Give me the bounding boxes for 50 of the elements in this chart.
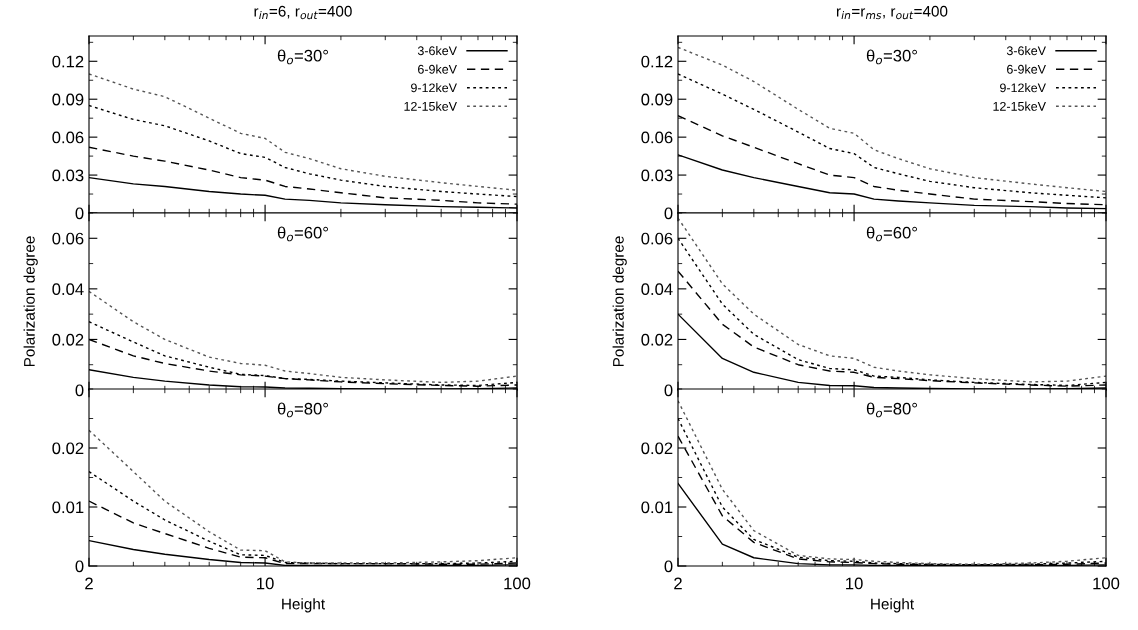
y-axis-title: Polarization degree xyxy=(612,236,627,367)
y-tick-label: 0.02 xyxy=(52,442,84,455)
y-tick-label: 0 xyxy=(664,384,673,397)
legend-label: 3-6keV xyxy=(1006,46,1046,56)
x-tick-label: 2 xyxy=(85,577,93,590)
y-tick-label: 0 xyxy=(664,560,673,573)
x-tick-label: 100 xyxy=(504,577,531,590)
annotation: θ$_{o}$=30° xyxy=(866,49,917,65)
legend-label: 6-9keV xyxy=(1007,64,1046,74)
y-tick-label: 0 xyxy=(75,384,84,397)
y-tick-label: 0.02 xyxy=(641,333,673,346)
annotation: θ$_{o}$=80° xyxy=(277,402,328,418)
y-tick-label: 0.09 xyxy=(52,93,84,106)
x-tick-label: 10 xyxy=(257,577,274,590)
y-tick-label: 0.03 xyxy=(641,169,673,182)
y-tick-label: 0.06 xyxy=(641,232,673,245)
legend-label: 6-9keV xyxy=(418,64,457,74)
annotation: θ$_{o}$=60° xyxy=(277,226,328,242)
y-tick-label: 0.06 xyxy=(52,232,84,245)
y-tick-label: 0.04 xyxy=(641,283,673,296)
x-tick-label: 2 xyxy=(674,577,682,590)
y-tick-label: 0.03 xyxy=(52,169,84,182)
y-tick-label: 0.01 xyxy=(52,501,84,514)
annotation: θ$_{o}$=30° xyxy=(277,49,328,65)
legend-label: 3-6keV xyxy=(417,46,457,56)
legend-label: 9-12keV xyxy=(411,83,457,93)
y-axis-title: Polarization degree xyxy=(23,236,38,367)
chart-title: r$_{in}$=6, r$_{out}$=400 xyxy=(254,5,352,20)
y-tick-label: 0 xyxy=(664,207,673,220)
y-tick-label: 0.09 xyxy=(641,93,673,106)
chart-title: r$_{in}$=r$_{ms}$, r$_{out}$=400 xyxy=(836,5,948,20)
y-tick-label: 0 xyxy=(75,560,84,573)
legend-label: 12-15keV xyxy=(404,101,457,111)
y-tick-label: 0.04 xyxy=(52,283,84,296)
x-tick-label: 100 xyxy=(1093,577,1120,590)
y-tick-label: 0.02 xyxy=(641,442,673,455)
x-axis-title: Height xyxy=(871,598,914,613)
y-tick-label: 0.12 xyxy=(52,55,84,68)
annotation: θ$_{o}$=60° xyxy=(866,226,917,242)
y-tick-label: 0.12 xyxy=(641,55,673,68)
y-tick-label: 0 xyxy=(75,207,84,220)
x-axis-title: Height xyxy=(282,598,325,613)
y-tick-label: 0.01 xyxy=(641,501,673,514)
y-tick-label: 0.06 xyxy=(641,131,673,144)
y-tick-label: 0.06 xyxy=(52,131,84,144)
annotation: θ$_{o}$=80° xyxy=(866,402,917,418)
legend-label: 9-12keV xyxy=(1000,83,1046,93)
x-tick-label: 10 xyxy=(846,577,863,590)
y-tick-label: 0.02 xyxy=(52,333,84,346)
legend-label: 12-15keV xyxy=(993,101,1046,111)
